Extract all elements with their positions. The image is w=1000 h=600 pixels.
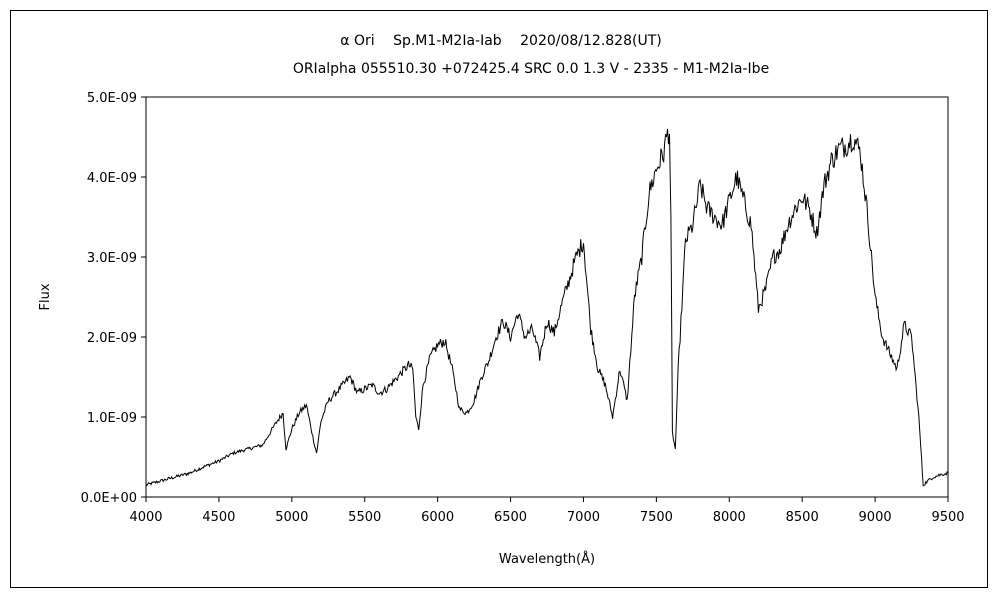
x-axis: 4000 4500 5000 5500 6000 6500 7000 7500 8000 8500…: [129, 497, 965, 525]
y-axis-label: Flux: [38, 283, 53, 310]
x-tick-label: 9500: [931, 510, 964, 525]
x-tick-label: 5000: [275, 510, 308, 525]
x-tick-label: 8500: [786, 510, 819, 525]
plot-area: [145, 96, 949, 498]
x-tick-label: 5500: [348, 510, 381, 525]
chart-frame: α Ori Sp.M1-M2Ia-Iab 2020/08/12.828(UT) …: [10, 10, 988, 588]
x-tick-label: 7000: [567, 510, 600, 525]
y-tick-label: 0.0E+00: [81, 491, 137, 506]
y-tick-label: 5.0E-09: [87, 91, 137, 106]
spectrum-series-line: [145, 128, 949, 487]
x-tick-label: 8000: [713, 510, 746, 525]
x-axis-label: Wavelength(Å): [499, 551, 595, 567]
y-axis: 0.0E+00 1.0E-09 2.0E-09 3.0E-09 4.0E-09 5.0E-…: [81, 91, 146, 506]
y-tick-label: 1.0E-09: [87, 411, 137, 426]
spectrum-chart: α Ori Sp.M1-M2Ia-Iab 2020/08/12.828(UT) …: [38, 33, 965, 567]
x-tick-label: 6000: [421, 510, 454, 525]
chart-subtitle: ORIalpha 055510.30 +072425.4 SRC 0.0 1.3…: [293, 61, 769, 77]
y-tick-label: 3.0E-09: [87, 251, 137, 266]
x-tick-label: 7500: [640, 510, 673, 525]
chart-title: α Ori Sp.M1-M2Ia-Iab 2020/08/12.828(UT): [340, 33, 661, 49]
x-tick-label: 6500: [494, 510, 527, 525]
x-tick-label: 4500: [202, 510, 235, 525]
y-tick-label: 2.0E-09: [87, 331, 137, 346]
x-tick-label: 4000: [129, 510, 162, 525]
x-tick-label: 9000: [859, 510, 892, 525]
y-tick-label: 4.0E-09: [87, 171, 137, 186]
